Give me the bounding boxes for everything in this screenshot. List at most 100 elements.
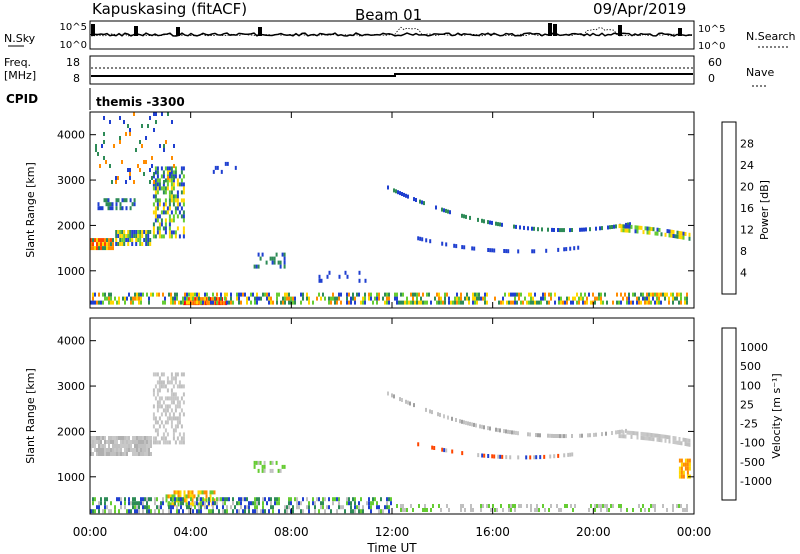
scatter-cell [284,296,286,301]
scatter-cell [579,227,581,232]
scatter-cell [279,264,282,269]
scatter-cell [418,292,420,297]
scatter-cell [554,292,556,297]
scatter-cell [178,497,180,502]
scatter-cell [676,230,679,235]
scatter-cell [640,508,642,512]
scatter-cell [102,300,104,305]
scatter-cell [158,376,161,381]
scatter-cell [438,296,440,301]
scatter-cell [144,452,146,456]
scatter-cell [532,300,534,305]
scatter-cell [226,497,228,502]
scatter-cell [549,454,552,459]
scatter-cell [208,296,210,301]
scatter-cell [151,176,153,180]
scatter-cell [672,230,675,234]
scatter-cell [172,194,175,199]
scatter-cell [447,209,449,214]
scatter-cell [160,396,163,401]
scatter-cell [168,440,171,445]
scatter-cell [136,505,138,510]
scatter-cell [174,376,177,381]
scatter-cell [127,124,129,128]
scatter-cell [672,440,675,444]
scatter-cell [408,300,410,305]
scatter-cell [133,112,135,116]
scatter-cell [356,292,358,297]
scatter-cell [131,234,134,238]
scatter-cell [111,206,114,211]
scatter-cell [252,509,254,514]
scatter-cell [263,464,266,469]
scatter-cell [141,124,143,128]
scatter-cell [684,466,687,471]
scatter-cell [534,508,536,512]
scatter-cell [182,166,185,171]
scatter-cell [171,502,174,507]
scatter-cell [318,497,320,502]
scatter-cell [284,292,286,297]
scatter-cell [268,296,270,301]
scatter-cell [100,238,102,243]
scatter-cell [152,210,155,215]
scatter-cell [276,501,278,506]
scatter-cell [152,194,155,199]
scatter-cell [132,296,134,301]
scatter-cell [162,408,165,413]
scatter-cell [402,292,404,297]
scatter-cell [102,242,104,247]
scatter-cell [276,497,278,502]
scatter-cell [180,300,182,305]
scatter-cell [511,430,513,435]
scatter-cell [405,193,407,198]
scatter-cell [168,190,171,195]
scatter-cell [162,501,164,506]
scatter-cell [192,296,194,301]
scatter-cell [127,238,130,242]
scatter-cell [264,509,266,514]
scatter-cell [176,384,179,389]
scatter-cell [118,497,120,502]
scatter-cell [170,372,173,377]
scatter-cell [182,509,184,514]
scatter-cell [273,260,276,265]
scatter-cell [96,436,98,440]
scatter-cell [154,501,156,506]
scatter-cell [152,404,155,409]
scatter-cell [108,452,110,456]
scatter-cell [100,300,102,305]
scatter-cell [688,466,691,471]
scatter-cell [456,296,458,301]
scatter-cell [117,234,120,238]
scatter-cell [538,300,540,305]
scatter-cell [642,296,644,301]
scatter-cell [348,497,350,502]
scatter-cell [257,468,260,473]
scatter-cell [346,501,348,506]
scatter-cell [537,433,539,438]
scatter-cell [170,392,173,397]
scatter-cell [125,234,128,238]
scatter-cell [206,300,208,305]
scatter-cell [536,300,538,305]
scatter-cell [438,300,440,305]
scatter-cell [684,458,687,463]
scatter-cell [178,400,181,405]
scatter-cell [104,296,106,301]
scatter-cell [277,468,280,473]
scatter-cell [510,300,512,305]
scatter-cell [167,494,170,499]
scatter-cell [598,292,600,297]
scatter-cell [370,501,372,506]
scatter-cell [338,505,340,510]
scatter-cell [642,230,645,235]
scatter-cell [615,430,617,435]
scatter-cell [500,300,502,305]
scatter-cell [628,300,630,305]
scatter-cell [308,300,310,305]
scatter-cell [412,296,414,301]
scatter-cell [472,508,474,512]
scatter-cell [164,218,167,223]
scatter-cell [238,292,240,297]
